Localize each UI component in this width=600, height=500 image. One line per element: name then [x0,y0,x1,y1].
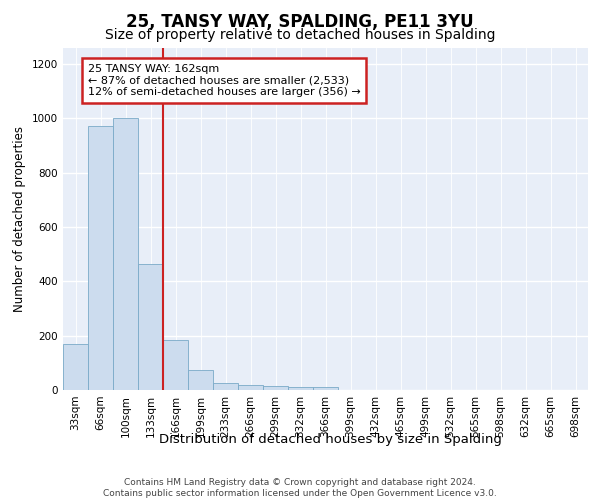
Text: Distribution of detached houses by size in Spalding: Distribution of detached houses by size … [158,432,502,446]
Bar [288,388,313,390]
Bar [213,383,238,390]
Y-axis label: Number of detached properties: Number of detached properties [13,126,26,312]
Bar [188,370,213,390]
Text: 25, TANSY WAY, SPALDING, PE11 3YU: 25, TANSY WAY, SPALDING, PE11 3YU [126,12,474,30]
Bar [238,384,263,390]
Bar [63,344,88,390]
Text: Size of property relative to detached houses in Spalding: Size of property relative to detached ho… [105,28,495,42]
Bar [138,264,163,390]
Bar [88,126,113,390]
Text: 25 TANSY WAY: 162sqm
← 87% of detached houses are smaller (2,533)
12% of semi-de: 25 TANSY WAY: 162sqm ← 87% of detached h… [88,64,361,97]
Bar [163,340,188,390]
Bar [113,118,138,390]
Bar [313,386,338,390]
Text: Contains HM Land Registry data © Crown copyright and database right 2024.
Contai: Contains HM Land Registry data © Crown c… [103,478,497,498]
Bar [263,386,288,390]
